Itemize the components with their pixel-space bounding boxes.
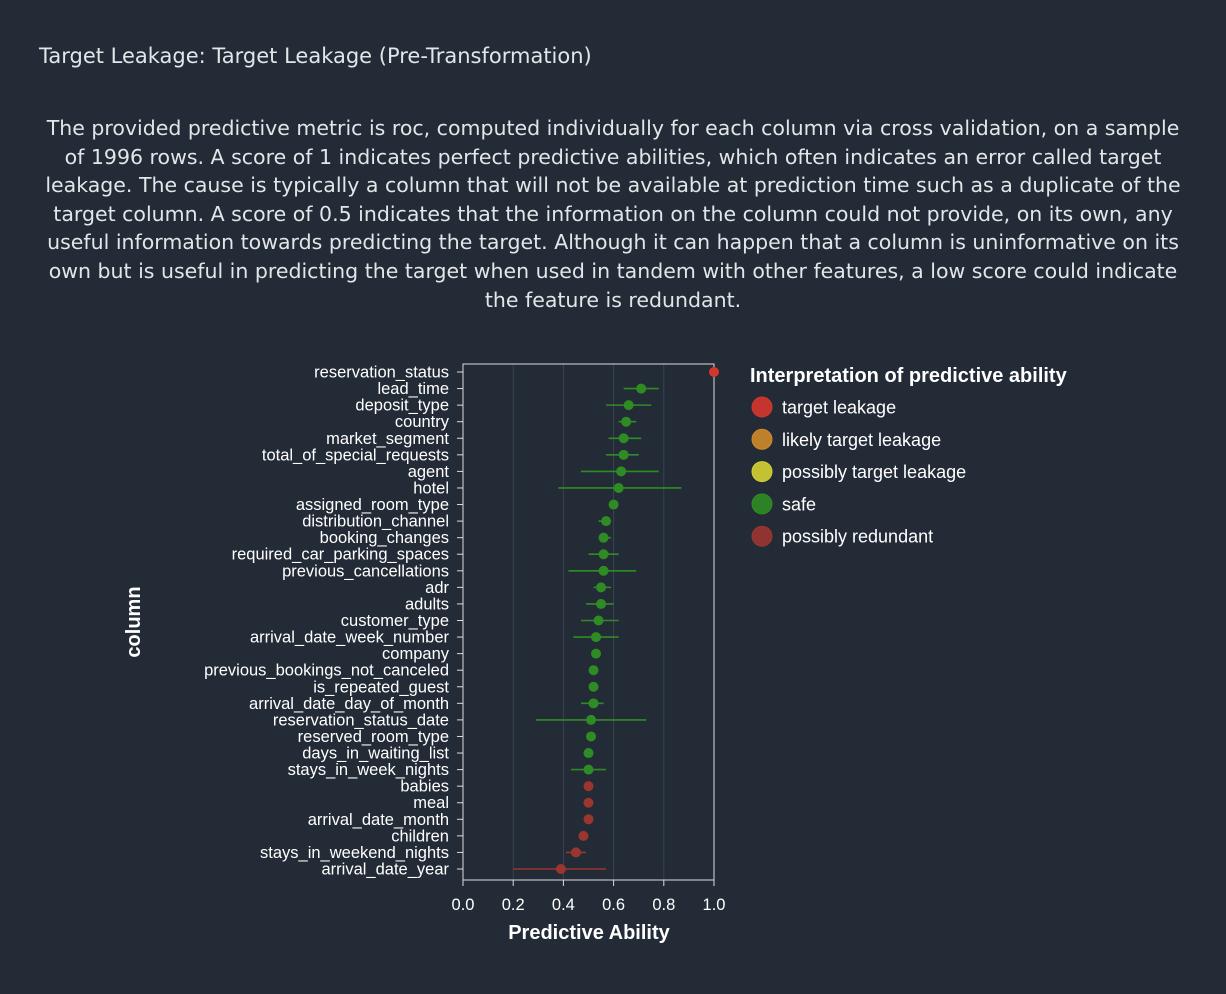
data-point [598, 549, 609, 560]
data-point [583, 781, 594, 792]
y-tick-label: reservation_status_date [273, 711, 449, 729]
x-tick-label: 0.8 [652, 896, 675, 914]
y-tick-label: assigned_room_type [296, 496, 449, 514]
plot-frame [462, 363, 715, 881]
grid-lines [512, 364, 665, 880]
y-tick-label: adults [405, 595, 449, 613]
data-point [596, 598, 607, 609]
data-point [613, 482, 624, 493]
data-point [636, 383, 647, 394]
legend-label: possibly redundant [782, 527, 933, 547]
data-point [598, 532, 609, 543]
data-point [616, 466, 627, 477]
data-point [601, 516, 612, 527]
y-tick-label: customer_type [341, 612, 449, 630]
legend-swatch [751, 493, 773, 515]
data-point [596, 582, 607, 593]
data-point [586, 731, 597, 742]
x-tick-label: 0.6 [602, 896, 625, 914]
y-tick-label: meal [413, 794, 449, 812]
x-tick-label: 0.2 [502, 896, 525, 914]
data-point [583, 748, 594, 759]
data-point [618, 449, 629, 460]
y-tick-label: required_car_parking_spaces [232, 546, 449, 564]
y-tick-label: days_in_waiting_list [302, 745, 449, 763]
data-point [588, 681, 599, 692]
data-point [623, 400, 634, 411]
y-tick-label: children [391, 827, 449, 845]
y-tick-label: stays_in_week_nights [288, 761, 449, 779]
y-tick-label: arrival_date_year [322, 861, 450, 879]
data-point [598, 565, 609, 576]
y-tick-label: country [395, 413, 450, 431]
legend-label: target leakage [782, 398, 896, 418]
x-tick-label: 0.4 [552, 896, 575, 914]
legend-swatch [751, 396, 773, 418]
x-axis-title: Predictive Ability [508, 922, 670, 944]
y-tick-label: arrival_date_week_number [250, 629, 450, 647]
x-axis: 0.0 0.2 0.4 0.6 0.8 1.0 [452, 880, 726, 914]
y-tick-label: deposit_type [355, 397, 449, 415]
x-tick-label: 0.0 [452, 896, 475, 914]
y-tick-label: reservation_status [314, 364, 449, 382]
y-tick-label: stays_in_weekend_nights [260, 844, 449, 862]
y-axis-title: column [123, 586, 145, 657]
y-tick-label: booking_changes [320, 529, 449, 547]
data-point [586, 714, 597, 725]
legend: Interpretation of predictive ability tar… [750, 365, 1068, 547]
x-tick-label: 1.0 [703, 896, 726, 914]
legend-swatch [751, 461, 773, 483]
y-axis: reservation_statuslead_timedeposit_typec… [204, 364, 463, 879]
data-point [591, 632, 602, 643]
y-tick-label: market_segment [326, 430, 449, 448]
data-points [555, 367, 719, 874]
y-tick-label: hotel [413, 479, 449, 497]
data-point [583, 814, 594, 825]
data-point [709, 367, 719, 377]
legend-swatch [751, 525, 773, 547]
confidence-intervals [513, 387, 682, 870]
data-point [570, 847, 581, 858]
data-point [555, 864, 566, 874]
y-tick-label: total_of_special_requests [262, 446, 449, 464]
data-point [583, 797, 594, 808]
y-tick-label: babies [400, 778, 449, 796]
y-tick-label: previous_bookings_not_canceled [204, 662, 449, 680]
data-point [578, 830, 589, 841]
legend-label: safe [782, 494, 816, 514]
chart-description: The provided predictive metric is roc, c… [45, 116, 1181, 312]
legend-label: possibly target leakage [782, 462, 966, 482]
data-point [588, 698, 599, 709]
y-tick-label: lead_time [377, 380, 449, 398]
y-tick-label: previous_cancellations [282, 562, 449, 580]
y-tick-label: distribution_channel [302, 513, 449, 531]
data-point [618, 433, 629, 444]
y-tick-label: agent [408, 463, 450, 481]
legend-swatch [751, 428, 773, 450]
data-point [588, 665, 599, 676]
y-tick-label: arrival_date_day_of_month [249, 695, 449, 713]
y-tick-label: adr [425, 579, 449, 597]
page-title: Target Leakage: Target Leakage (Pre-Tran… [39, 44, 592, 68]
y-tick-label: reserved_room_type [298, 728, 449, 746]
legend-title: Interpretation of predictive ability [750, 365, 1068, 387]
legend-label: likely target leakage [782, 430, 941, 450]
y-tick-label: company [382, 645, 450, 663]
data-point [621, 416, 632, 427]
data-point [608, 499, 619, 510]
data-point [593, 615, 604, 626]
data-point [591, 648, 602, 659]
data-point [583, 764, 594, 775]
y-tick-label: is_repeated_guest [313, 678, 449, 696]
y-tick-label: arrival_date_month [308, 811, 449, 829]
